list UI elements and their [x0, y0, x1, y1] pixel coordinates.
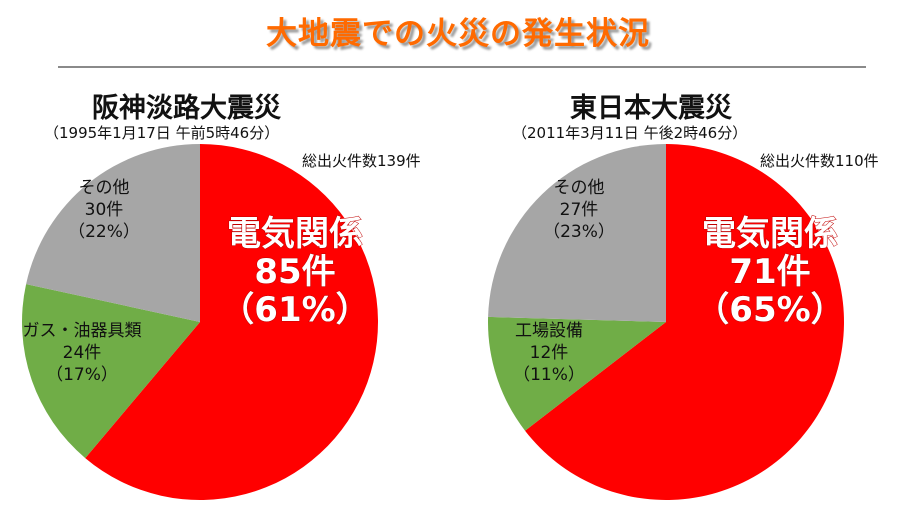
pie-chart-higashi-nihon: 電気関係 71件（65%） 工場設備 12件（11%） その他 27件（23%） [488, 144, 845, 500]
pie-0-slice-0 [85, 144, 379, 500]
chart-1-total-label: 総出火件数139件 [302, 152, 421, 170]
pie-1-slice-0 [525, 144, 844, 500]
pie-0-slice-2 [26, 144, 201, 322]
pie-1-slice-1 [488, 316, 666, 431]
chart-2-subtitle: （2011年3月11日 午後2時46分） [512, 124, 748, 142]
chart-2-title: 東日本大震災 [570, 93, 732, 124]
pie-1-slice-2-label: その他 27件（23%） [543, 178, 615, 242]
chart-2-total-label: 総出火件数110件 [760, 152, 879, 170]
page-title: 大地震での火災の発生状況 [266, 16, 650, 52]
chart-1-subtitle: （1995年1月17日 午前5時46分） [44, 124, 280, 142]
pie-0-slice-1-label: ガス・油器具類 24件（17%） [23, 321, 142, 385]
pie-chart-hanshin: 電気関係 85件（61%） ガス・油器具類 24件（17%） その他 30件（22%） [22, 144, 379, 500]
pie-1-slice-1-label: 工場設備 12件（11%） [513, 321, 585, 385]
pie-0-slice-0-label: 電気関係 85件（61%） [220, 214, 369, 330]
title-divider [58, 66, 866, 68]
pie-1-slice-0-label: 電気関係 71件（65%） [695, 214, 844, 330]
pie-0-slice-1 [22, 284, 200, 459]
pie-1-slice-2 [488, 144, 666, 322]
pie-0-slice-2-label: その他 30件（22%） [68, 178, 140, 242]
chart-1-title: 阪神淡路大震災 [92, 93, 281, 124]
